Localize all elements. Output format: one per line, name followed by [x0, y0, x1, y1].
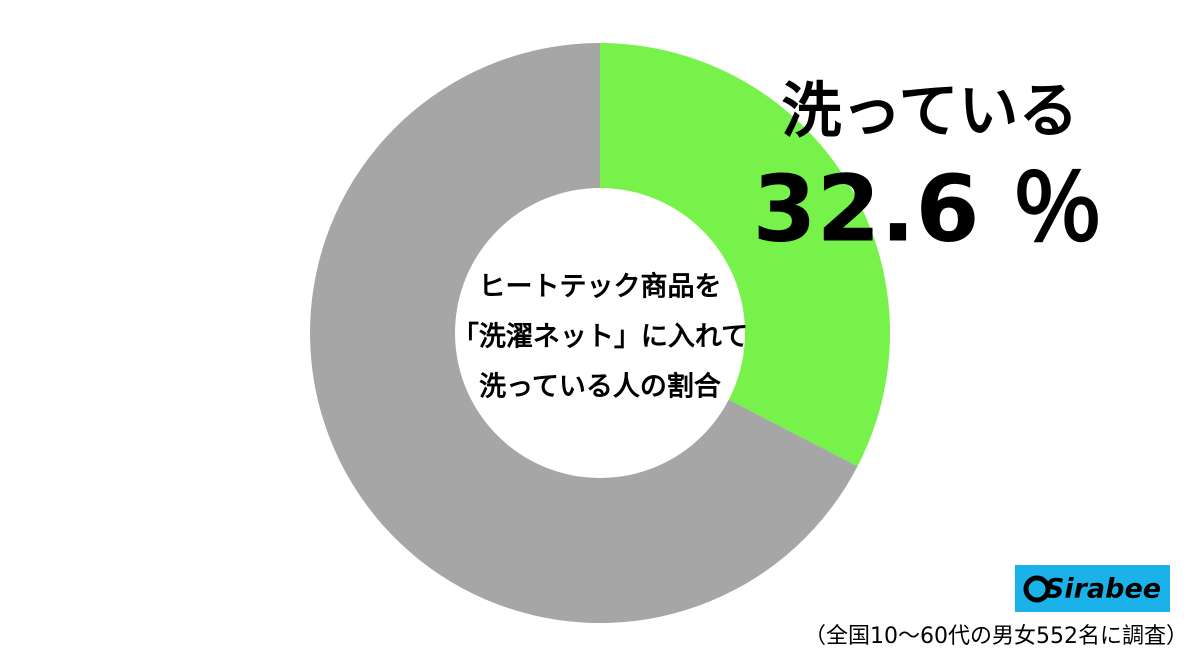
logo-icon: [1023, 575, 1051, 603]
logo: Sirabee: [1045, 574, 1161, 605]
center-text: ヒートテック商品を: [479, 272, 722, 303]
footnote: （全国10〜60代の男女552名に調査）: [804, 624, 1188, 649]
category-label: 洗っている: [782, 77, 1079, 147]
center-text: 洗っている人の割合: [479, 371, 721, 403]
logo-box: [1015, 565, 1170, 612]
value-label: 32.6 ％: [752, 155, 1103, 262]
center-text: 「洗濯ネット」に入れて: [452, 321, 748, 353]
donut-hole: [455, 188, 745, 478]
